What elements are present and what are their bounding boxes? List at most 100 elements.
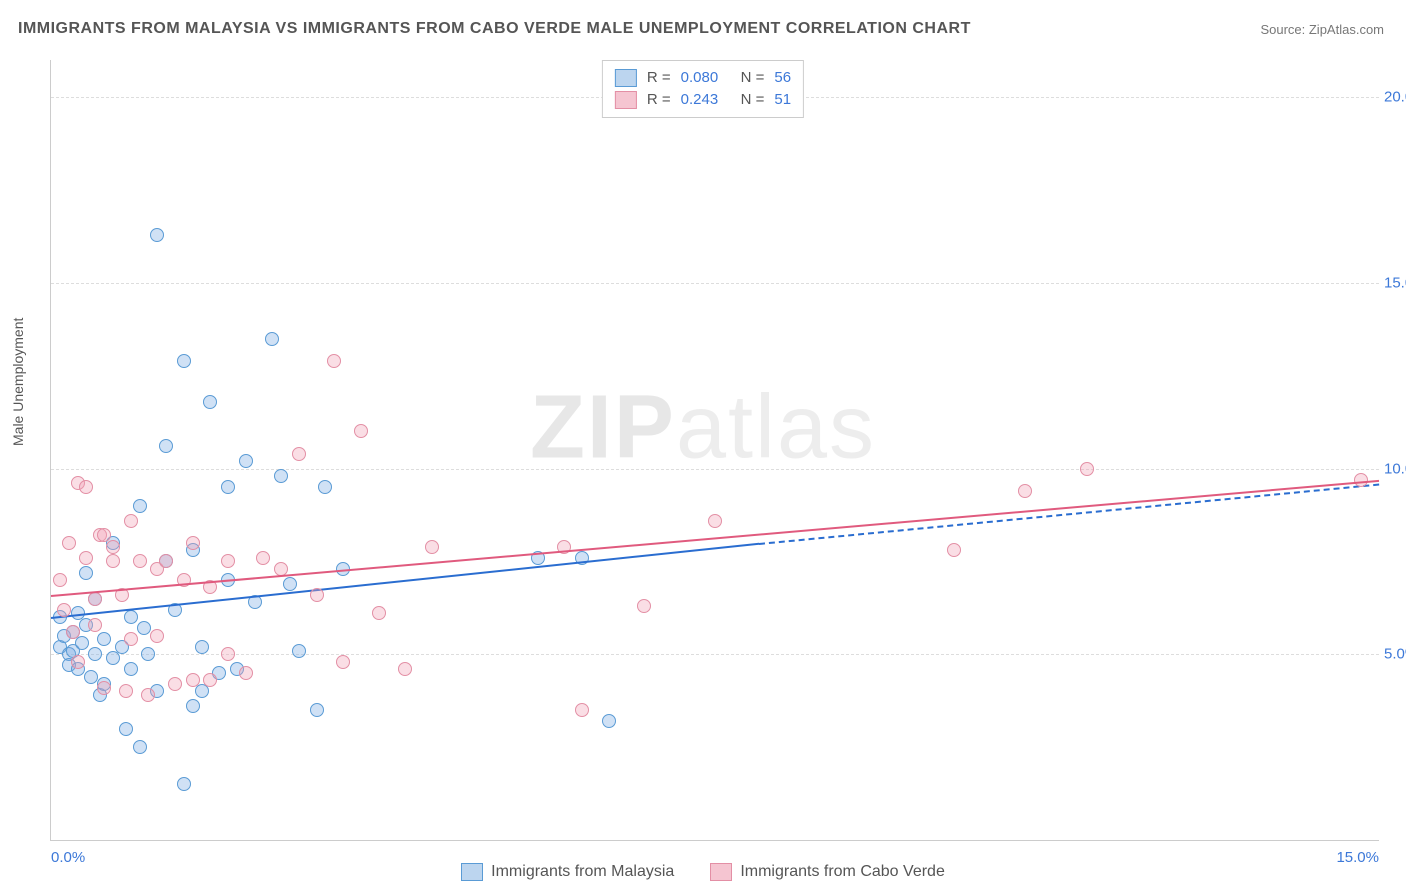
scatter-point bbox=[274, 469, 288, 483]
legend-label: Immigrants from Malaysia bbox=[491, 863, 674, 881]
gridline bbox=[51, 654, 1379, 655]
correlation-legend: R = 0.080 N = 56 R = 0.243 N = 51 bbox=[602, 60, 804, 118]
scatter-point bbox=[124, 514, 138, 528]
regression-line bbox=[51, 480, 1379, 597]
y-tick-label: 15.0% bbox=[1384, 274, 1406, 291]
scatter-point bbox=[265, 332, 279, 346]
y-tick-label: 20.0% bbox=[1384, 89, 1406, 106]
scatter-point bbox=[119, 684, 133, 698]
scatter-point bbox=[124, 662, 138, 676]
scatter-point bbox=[602, 714, 616, 728]
scatter-point bbox=[203, 673, 217, 687]
scatter-point bbox=[575, 703, 589, 717]
scatter-point bbox=[327, 354, 341, 368]
scatter-point bbox=[62, 536, 76, 550]
scatter-point bbox=[947, 543, 961, 557]
scatter-point bbox=[79, 566, 93, 580]
scatter-point bbox=[133, 499, 147, 513]
scatter-point bbox=[84, 670, 98, 684]
scatter-point bbox=[88, 592, 102, 606]
scatter-point bbox=[372, 606, 386, 620]
y-tick-label: 5.0% bbox=[1384, 646, 1406, 663]
scatter-point bbox=[398, 662, 412, 676]
scatter-point bbox=[88, 618, 102, 632]
scatter-point bbox=[292, 644, 306, 658]
scatter-point bbox=[97, 632, 111, 646]
legend-item: Immigrants from Malaysia bbox=[461, 863, 674, 881]
legend-swatch bbox=[615, 69, 637, 87]
legend-row: R = 0.080 N = 56 bbox=[615, 67, 791, 89]
regression-line bbox=[51, 543, 759, 619]
chart-title: IMMIGRANTS FROM MALAYSIA VS IMMIGRANTS F… bbox=[18, 20, 971, 38]
scatter-point bbox=[239, 454, 253, 468]
series-legend: Immigrants from Malaysia Immigrants from … bbox=[0, 863, 1406, 886]
scatter-point bbox=[425, 540, 439, 554]
gridline bbox=[51, 283, 1379, 284]
scatter-point bbox=[66, 625, 80, 639]
scatter-point bbox=[310, 703, 324, 717]
r-label: R = bbox=[647, 89, 671, 111]
scatter-point bbox=[1354, 473, 1368, 487]
scatter-point bbox=[203, 395, 217, 409]
n-value: 56 bbox=[774, 67, 791, 89]
r-value: 0.080 bbox=[681, 67, 731, 89]
scatter-point bbox=[283, 577, 297, 591]
scatter-point bbox=[186, 699, 200, 713]
scatter-point bbox=[336, 655, 350, 669]
scatter-point bbox=[141, 647, 155, 661]
r-label: R = bbox=[647, 67, 671, 89]
scatter-point bbox=[124, 632, 138, 646]
scatter-point bbox=[53, 573, 67, 587]
scatter-point bbox=[57, 603, 71, 617]
scatter-point bbox=[708, 514, 722, 528]
scatter-point bbox=[75, 636, 89, 650]
scatter-point bbox=[88, 647, 102, 661]
legend-item: Immigrants from Cabo Verde bbox=[710, 863, 945, 881]
scatter-point bbox=[310, 588, 324, 602]
scatter-point bbox=[221, 554, 235, 568]
scatter-point bbox=[137, 621, 151, 635]
source-label: Source: ZipAtlas.com bbox=[1260, 22, 1384, 37]
scatter-point bbox=[79, 480, 93, 494]
gridline bbox=[51, 469, 1379, 470]
scatter-point bbox=[141, 688, 155, 702]
scatter-point bbox=[106, 554, 120, 568]
scatter-point bbox=[133, 554, 147, 568]
scatter-point bbox=[119, 722, 133, 736]
n-value: 51 bbox=[774, 89, 791, 111]
scatter-point bbox=[133, 740, 147, 754]
scatter-point bbox=[221, 480, 235, 494]
scatter-point bbox=[150, 629, 164, 643]
scatter-point bbox=[186, 673, 200, 687]
scatter-point bbox=[159, 554, 173, 568]
legend-swatch bbox=[615, 91, 637, 109]
scatter-point bbox=[354, 424, 368, 438]
scatter-point bbox=[97, 681, 111, 695]
legend-swatch bbox=[710, 863, 732, 881]
scatter-point bbox=[256, 551, 270, 565]
scatter-point bbox=[292, 447, 306, 461]
scatter-point bbox=[1018, 484, 1032, 498]
legend-swatch bbox=[461, 863, 483, 881]
scatter-point bbox=[195, 640, 209, 654]
y-tick-label: 10.0% bbox=[1384, 460, 1406, 477]
plot-area: 5.0%10.0%15.0%20.0%0.0%15.0% bbox=[50, 60, 1379, 841]
scatter-point bbox=[150, 228, 164, 242]
y-axis-label: Male Unemployment bbox=[10, 318, 26, 446]
scatter-point bbox=[239, 666, 253, 680]
scatter-point bbox=[79, 551, 93, 565]
n-label: N = bbox=[741, 89, 765, 111]
scatter-point bbox=[221, 647, 235, 661]
n-label: N = bbox=[741, 67, 765, 89]
scatter-point bbox=[318, 480, 332, 494]
scatter-point bbox=[168, 677, 182, 691]
scatter-point bbox=[637, 599, 651, 613]
scatter-point bbox=[71, 655, 85, 669]
scatter-point bbox=[1080, 462, 1094, 476]
scatter-point bbox=[177, 777, 191, 791]
scatter-point bbox=[124, 610, 138, 624]
r-value: 0.243 bbox=[681, 89, 731, 111]
scatter-point bbox=[186, 536, 200, 550]
scatter-point bbox=[159, 439, 173, 453]
legend-row: R = 0.243 N = 51 bbox=[615, 89, 791, 111]
